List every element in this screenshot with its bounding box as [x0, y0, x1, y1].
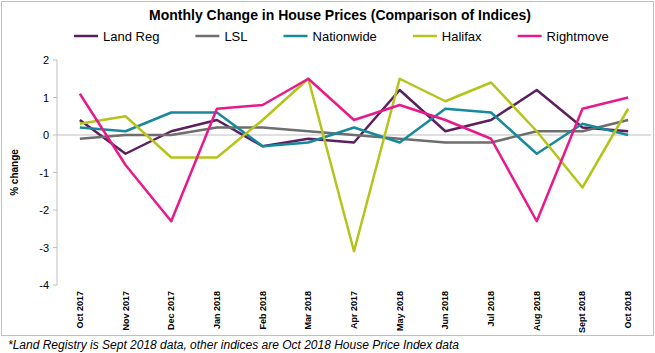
y-tick: [53, 172, 57, 173]
legend-label: Halifax: [442, 29, 482, 44]
legend-label: Nationwide: [313, 29, 377, 44]
y-tick-label: -1: [39, 167, 49, 179]
x-tick-label: Feb 2018: [258, 291, 268, 330]
legend-label: Land Reg: [103, 29, 159, 44]
x-tick-label: May 2018: [395, 291, 405, 331]
legend-label: Rightmove: [547, 29, 609, 44]
series-line: [80, 109, 628, 154]
x-tick-label: Dec 2017: [166, 291, 176, 330]
y-tick-label: 2: [43, 54, 49, 66]
chart-title: Monthly Change in House Prices (Comparis…: [149, 7, 531, 23]
x-tick-label: Mar 2018: [303, 291, 313, 330]
y-tick-label: 0: [43, 129, 49, 141]
x-tick-label: Jun 2018: [440, 291, 450, 330]
legend-swatch: [413, 35, 437, 38]
x-tick-label: Nov 2017: [121, 291, 131, 331]
y-tick-label: -4: [39, 279, 49, 291]
y-tick: [53, 60, 57, 61]
series-line: [80, 79, 628, 222]
y-tick: [53, 247, 57, 248]
y-tick-label: -3: [39, 242, 49, 254]
x-tick-label: Sept 2018: [577, 291, 587, 333]
y-tick: [53, 210, 57, 211]
legend-swatch: [195, 35, 219, 38]
x-tick-label: Aug 2018: [532, 291, 542, 331]
plot-area: [80, 79, 628, 252]
footnote: *Land Registry is Sept 2018 data, other …: [8, 338, 459, 352]
series-line: [80, 79, 628, 252]
y-tick: [53, 285, 57, 286]
legend: Land Reg LSL Nationwide Halifax Rightmove: [74, 29, 609, 44]
x-tick-label: Apr 2017: [349, 291, 359, 329]
legend-swatch: [284, 35, 308, 38]
x-tick-label: Oct 2017: [75, 291, 85, 329]
x-tick-label: Oct 2018: [623, 291, 633, 329]
x-tick-label: Jan 2018: [212, 291, 222, 329]
chart-frame: [2, 2, 654, 336]
y-tick: [53, 135, 57, 136]
y-tick-label: -2: [39, 204, 49, 216]
chart-svg: Monthly Change in House Prices (Comparis…: [0, 0, 655, 353]
legend-swatch: [518, 35, 542, 38]
x-tick-label: Jul 2018: [486, 291, 496, 327]
legend-swatch: [74, 35, 98, 38]
y-axis-label: % change: [9, 149, 20, 196]
series-line: [80, 120, 628, 143]
legend-label: LSL: [224, 29, 247, 44]
y-tick: [53, 97, 57, 98]
y-tick-label: 1: [43, 92, 49, 104]
